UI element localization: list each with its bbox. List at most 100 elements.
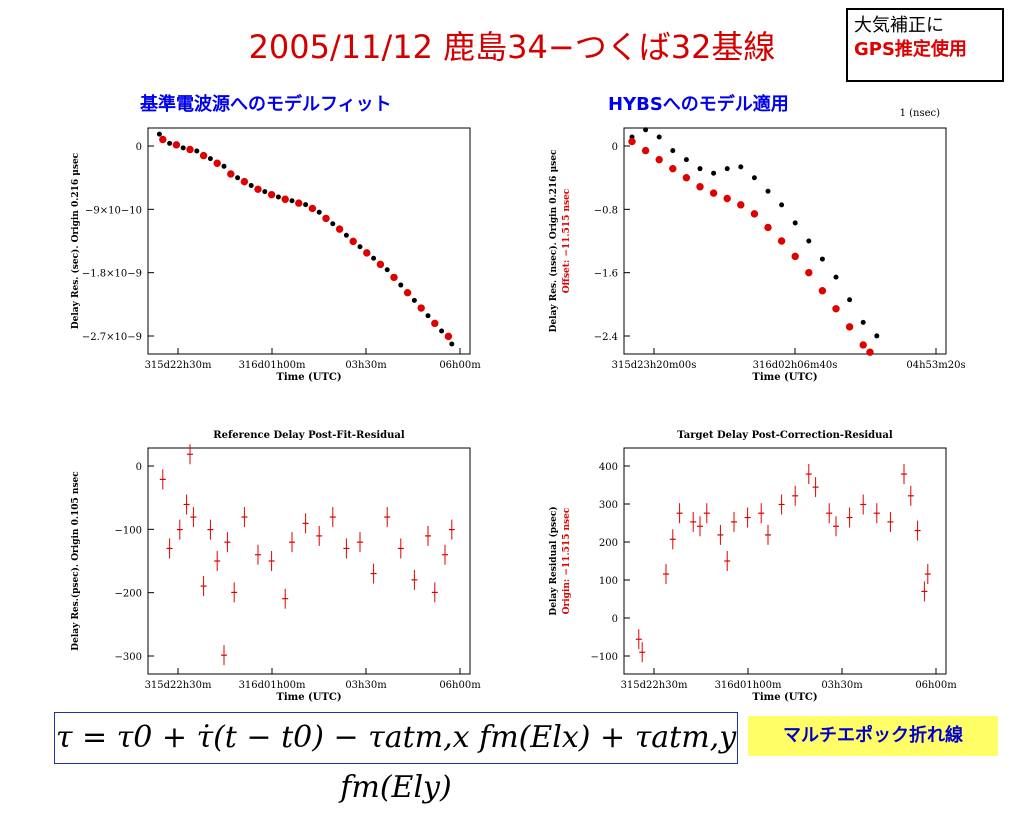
subtitle-left: 基準電波源へのモデルフィット: [140, 94, 392, 115]
data-point: [289, 198, 295, 204]
y-tick-label: 200: [599, 538, 618, 549]
formula-text: τ = τ0 + τ̇(t − t0) − τatm,x fm(Elx) + τ…: [55, 720, 737, 805]
data-point: [235, 175, 241, 181]
x-tick-label: 06h00m: [915, 680, 957, 691]
plot-title: Target Delay Post-Correction-Residual: [677, 430, 893, 441]
plot-0: 0 −9×10−10 −1.8×10−9 −2.7×10−9 315d22h30m 316…: [70, 127, 481, 383]
data-point: [738, 164, 744, 170]
plot-2: Reference Delay Post-Fit-Residual 0 −100 −2…: [70, 430, 481, 703]
x-tick-label: 316d01h00m: [239, 680, 306, 691]
data-point: [371, 255, 377, 261]
plot-frame: [147, 447, 471, 675]
data-point: [303, 202, 309, 208]
data-point: [696, 183, 704, 191]
x-tick-label: 04h53m20s: [906, 360, 965, 371]
data-point: [267, 190, 276, 199]
y-tick-label: −100: [115, 525, 142, 536]
y-tick-label: −0.8: [594, 205, 618, 216]
data-point: [709, 189, 718, 197]
y-axis-label: Delay Res. (nsec). Origin 0.216 μsec: [548, 149, 559, 332]
data-point: [819, 256, 825, 262]
plot-frame: [623, 447, 947, 675]
data-point: [199, 151, 208, 160]
data-point: [194, 148, 200, 154]
data-point: [384, 267, 390, 273]
y-tick-label: 0: [612, 142, 618, 153]
plot-frame: [147, 127, 471, 355]
y-tick-label: −1.8×10−9: [82, 269, 142, 280]
data-point: [656, 134, 662, 140]
data-point: [845, 323, 854, 331]
data-point: [805, 268, 813, 277]
page-title: 2005/11/12 鹿島34−つくば32基線: [248, 28, 776, 66]
y-tick-label: 0: [136, 462, 142, 473]
data-point: [874, 333, 880, 339]
data-point: [376, 260, 385, 269]
x-tick-label: 06h00m: [439, 680, 481, 691]
data-point: [248, 182, 254, 188]
x-tick-label: 03h30m: [821, 680, 863, 691]
data-point: [213, 159, 221, 167]
data-point: [308, 204, 317, 213]
data-point: [172, 141, 181, 149]
y-tick-label: −9×10−10: [85, 205, 142, 216]
data-point: [641, 146, 650, 155]
data-point: [833, 274, 839, 280]
data-point: [417, 304, 425, 312]
y-tick-label: −100: [591, 652, 618, 663]
data-point: [697, 166, 703, 172]
data-point: [764, 223, 772, 232]
data-point: [156, 131, 162, 137]
data-point: [159, 135, 167, 144]
data-point: [860, 319, 866, 325]
data-point: [866, 348, 874, 356]
data-point: [221, 163, 227, 169]
data-point: [186, 145, 194, 154]
data-point: [227, 170, 235, 178]
data-point: [357, 244, 363, 250]
data-point: [322, 214, 330, 223]
data-point: [398, 282, 404, 288]
y-tick-label: −2.4: [594, 332, 618, 343]
x-tick-label: 315d22h30m: [145, 680, 212, 691]
x-axis-label: Time (UTC): [752, 372, 817, 383]
data-point: [847, 297, 853, 303]
y-tick-label: 0: [612, 614, 618, 625]
data-point: [818, 287, 827, 295]
data-point: [167, 140, 173, 146]
data-point: [792, 220, 798, 226]
y-tick-label: 400: [599, 462, 618, 473]
data-point: [425, 313, 431, 319]
data-point: [683, 157, 689, 163]
plot-title: Reference Delay Post-Fit-Residual: [213, 430, 405, 441]
data-point: [765, 188, 771, 194]
data-point: [859, 341, 867, 349]
data-point: [669, 164, 677, 173]
data-point: [449, 341, 455, 347]
data-point: [403, 289, 412, 297]
data-point: [439, 328, 445, 334]
correction-note: 大気補正に GPS推定使用: [846, 8, 1004, 82]
data-point: [262, 189, 268, 195]
plot-3: Target Delay Post-Correction-Residual 400…: [548, 430, 957, 703]
data-point: [779, 202, 785, 208]
data-point: [254, 185, 262, 193]
y-axis-label-offset: Origin: −11.515 nsec: [562, 507, 572, 614]
y-axis-label: Delay Res.(psec). Origin 0.105 nsec: [70, 471, 81, 651]
data-point: [363, 249, 371, 257]
y-axis-label: Delay Residual (psec): [548, 506, 559, 615]
data-point: [670, 148, 676, 154]
data-point: [180, 145, 186, 151]
x-tick-label: 06h00m: [439, 360, 481, 371]
y-tick-label: −2.7×10−9: [82, 332, 142, 343]
data-point: [777, 237, 786, 245]
data-point: [281, 195, 289, 203]
x-tick-label: 316d01h00m: [239, 360, 306, 371]
x-tick-label: 03h30m: [345, 360, 387, 371]
data-point: [628, 137, 636, 146]
x-tick-label: 03h30m: [345, 680, 387, 691]
y-tick-label: −200: [115, 589, 142, 600]
data-point: [207, 156, 213, 162]
data-point: [411, 297, 417, 303]
data-point: [750, 210, 759, 218]
